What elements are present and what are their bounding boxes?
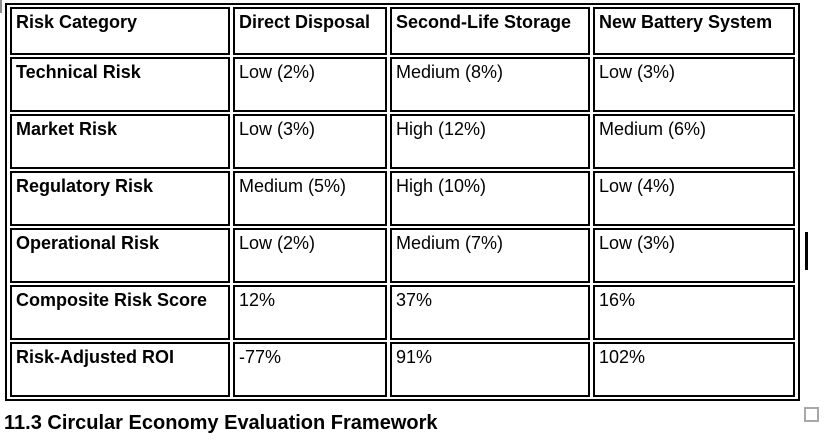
- table-resize-handle[interactable]: [804, 407, 819, 422]
- cell-technical-second[interactable]: Medium (8%): [390, 57, 590, 112]
- cell-composite-direct[interactable]: 12%: [233, 285, 387, 340]
- cell-composite-second[interactable]: 37%: [390, 285, 590, 340]
- header-new-battery-system[interactable]: New Battery System: [593, 7, 795, 55]
- cell-operational-new[interactable]: Low (3%): [593, 228, 795, 283]
- label-regulatory-risk[interactable]: Regulatory Risk: [10, 171, 230, 226]
- header-second-life-storage[interactable]: Second-Life Storage: [390, 7, 590, 55]
- cell-regulatory-new[interactable]: Low (4%): [593, 171, 795, 226]
- cell-regulatory-direct[interactable]: Medium (5%): [233, 171, 387, 226]
- section-heading: 11.3 Circular Economy Evaluation Framewo…: [4, 412, 438, 434]
- label-operational-risk[interactable]: Operational Risk: [10, 228, 230, 283]
- label-composite-risk-score[interactable]: Composite Risk Score: [10, 285, 230, 340]
- cell-technical-direct[interactable]: Low (2%): [233, 57, 387, 112]
- cell-regulatory-second[interactable]: High (10%): [390, 171, 590, 226]
- risk-comparison-table: Risk Category Direct Disposal Second-Lif…: [5, 3, 800, 401]
- cell-technical-new[interactable]: Low (3%): [593, 57, 795, 112]
- label-risk-adjusted-roi[interactable]: Risk-Adjusted ROI: [10, 342, 230, 397]
- header-risk-category[interactable]: Risk Category: [10, 7, 230, 55]
- cell-roi-new[interactable]: 102%: [593, 342, 795, 397]
- label-technical-risk[interactable]: Technical Risk: [10, 57, 230, 112]
- cell-market-second[interactable]: High (12%): [390, 114, 590, 169]
- table-row-risk-adjusted-roi: Risk-Adjusted ROI -77% 91% 102%: [10, 342, 795, 397]
- table-row-operational-risk: Operational Risk Low (2%) Medium (7%) Lo…: [10, 228, 795, 283]
- table-row-composite-risk-score: Composite Risk Score 12% 37% 16%: [10, 285, 795, 340]
- cell-operational-direct[interactable]: Low (2%): [233, 228, 387, 283]
- table-header-row: Risk Category Direct Disposal Second-Lif…: [10, 7, 795, 55]
- table-row-technical-risk: Technical Risk Low (2%) Medium (8%) Low …: [10, 57, 795, 112]
- table-row-regulatory-risk: Regulatory Risk Medium (5%) High (10%) L…: [10, 171, 795, 226]
- cell-roi-second[interactable]: 91%: [390, 342, 590, 397]
- cell-market-direct[interactable]: Low (3%): [233, 114, 387, 169]
- table-row-market-risk: Market Risk Low (3%) High (12%) Medium (…: [10, 114, 795, 169]
- cell-composite-new[interactable]: 16%: [593, 285, 795, 340]
- left-edge-mark: [0, 0, 2, 13]
- cell-roi-direct[interactable]: -77%: [233, 342, 387, 397]
- cell-market-new[interactable]: Medium (6%): [593, 114, 795, 169]
- label-market-risk[interactable]: Market Risk: [10, 114, 230, 169]
- cell-operational-second[interactable]: Medium (7%): [390, 228, 590, 283]
- text-caret: [805, 232, 808, 270]
- header-direct-disposal[interactable]: Direct Disposal: [233, 7, 387, 55]
